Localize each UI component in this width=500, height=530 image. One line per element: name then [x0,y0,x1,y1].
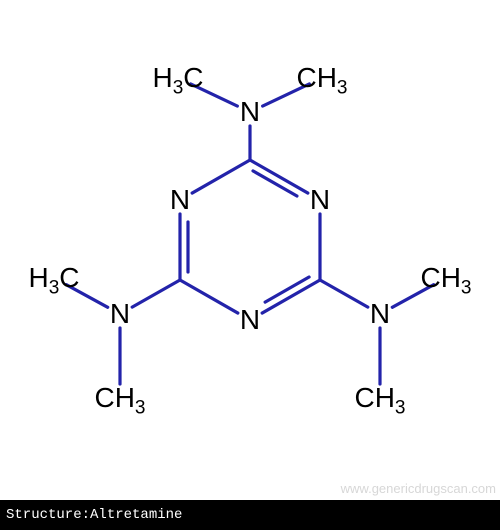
atom-label-ch3_left_u: H3C [28,264,79,292]
bond-layer [0,0,500,500]
caption-name: Altretamine [90,507,182,523]
atom-label-n_left_ext: N [110,300,130,328]
atom-label-n_right_ext: N [370,300,390,328]
atom-label-ch3_left_d: CH3 [94,384,145,412]
atom-label-ch3_top_r: CH3 [296,64,347,92]
caption-bar: Structure: Altretamine [0,500,500,530]
atom-label-n_ul_lbl: N [170,186,190,214]
atom-label-ch3_right_u: CH3 [420,264,471,292]
atom-label-n_ur_lbl: N [310,186,330,214]
watermark-text: www.genericdrugscan.com [341,481,496,496]
atom-label-n_top_ext: N [240,98,260,126]
atom-label-ch3_top_l: H3C [152,64,203,92]
atom-label-ch3_right_d: CH3 [354,384,405,412]
atom-label-n_bot_lbl: N [240,306,260,334]
caption-prefix: Structure: [6,507,90,523]
structure-canvas: N N N N N N H3C CH3 CH3 CH3 H3C CH3 [0,0,500,500]
